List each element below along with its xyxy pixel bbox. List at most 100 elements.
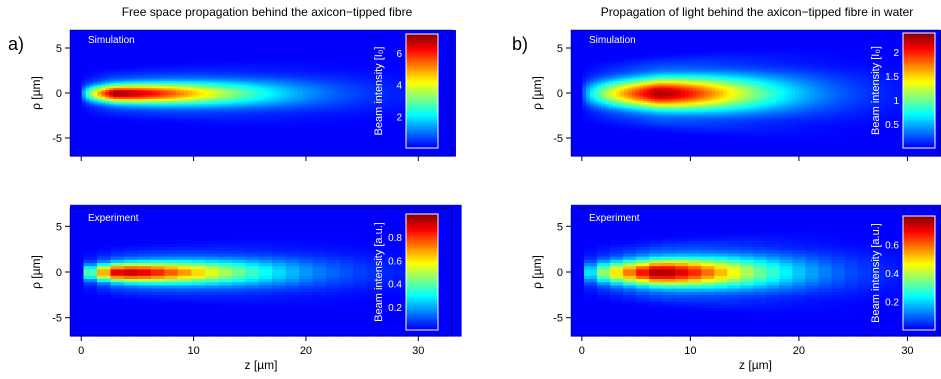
heatmap-cell [164,145,169,148]
heatmap-cell [105,102,110,105]
heatmap-cell [93,154,99,157]
heatmap-cell [85,136,91,139]
heatmap-cell [160,154,165,157]
heatmap-cell [125,33,130,36]
heatmap-cell [70,148,75,152]
heatmap-cell [101,94,106,98]
heatmap-cell [101,42,106,45]
heatmap-cell [70,134,75,137]
heatmap-cell [117,42,122,45]
heatmap-cell [168,76,173,80]
heatmap-cell [81,85,87,89]
heatmap-cell [97,44,103,47]
heatmap-cell [85,141,91,144]
heatmap-cell [73,48,79,51]
heatmap-cell [85,75,91,78]
heatmap-cell [160,53,165,56]
heatmap-cell [85,145,91,148]
heatmap-cell [128,58,134,62]
heatmap-cell [101,84,106,87]
heatmap-cell [89,42,95,45]
heatmap-cell [70,33,75,36]
heatmap-cell [109,46,114,49]
heatmap-cell [85,93,91,96]
heatmap-cell [125,123,130,126]
heatmap-cell [117,39,122,42]
heatmap-cell [148,55,154,58]
heatmap-cell [97,143,103,146]
heatmap-cell [93,46,99,49]
heatmap-cell [156,145,162,148]
heatmap-cell [156,48,162,51]
heatmap-cell [140,42,146,45]
heatmap-cell [70,49,75,53]
heatmap-cell [148,80,154,83]
heatmap-cell [136,49,142,53]
heatmap-cell [89,143,95,146]
heatmap-cell [184,94,189,98]
heatmap-cell [89,120,95,123]
heatmap-cell [160,57,165,60]
heatmap-cell [89,89,95,92]
heatmap-cell [113,143,118,146]
heatmap-cell [73,127,79,130]
heatmap-cell [121,98,126,101]
heatmap-cell [93,40,99,44]
heatmap-cell [176,44,181,47]
heatmap-cell [164,150,169,153]
heatmap-cell [168,71,173,74]
heatmap-cell [164,112,169,116]
heatmap-cell [160,147,165,150]
heatmap-cell [81,87,87,90]
heatmap-cell [152,44,158,47]
heatmap-cell [125,109,130,112]
heatmap-cell [70,109,75,112]
heatmap-cell [89,55,95,58]
heatmap-cell [117,91,122,94]
heatmap-cell [73,69,79,72]
heatmap-cell [187,73,193,76]
panel-a-title: Free space propagation behind the axicon… [122,5,413,19]
heatmap-cell [156,150,162,153]
heatmap-cell [128,116,134,119]
heatmap-cell [184,125,189,128]
heatmap-cell [109,93,114,96]
heatmap-cell [152,49,158,53]
heatmap-cell [117,30,122,33]
heatmap-cell [164,143,169,146]
heatmap-cell [160,134,165,137]
heatmap-cell [109,76,114,80]
heatmap-cell [144,114,150,117]
heatmap-cell [128,112,134,116]
heatmap-cell [144,132,150,135]
heatmap-cell [176,87,181,90]
heatmap-cell [140,154,146,157]
heatmap-cell [132,112,138,116]
heatmap-cell [70,100,75,103]
heatmap-cell [140,102,146,105]
heatmap-cell [172,129,177,132]
heatmap-cell [136,75,142,78]
heatmap-cell [77,118,83,121]
heatmap-cell [81,76,87,80]
heatmap-cell [81,30,87,33]
heatmap-cell [117,94,122,98]
heatmap-cell [144,57,150,60]
heatmap-cell [136,150,142,153]
heatmap-cell [125,37,130,40]
heatmap-cell [144,62,150,65]
heatmap-cell [105,51,110,54]
heatmap-cell [152,30,158,33]
heatmap-cell [148,85,154,89]
heatmap-cell [184,120,189,123]
heatmap-cell [152,67,158,71]
heatmap [70,30,456,157]
heatmap-cell [136,33,142,36]
heatmap-cell [105,125,110,128]
heatmap-cell [140,129,146,132]
heatmap-cell [89,58,95,62]
heatmap-cell [136,85,142,89]
heatmap-cell [109,114,114,117]
heatmap-cell [164,107,169,110]
heatmap-cell [132,87,138,90]
